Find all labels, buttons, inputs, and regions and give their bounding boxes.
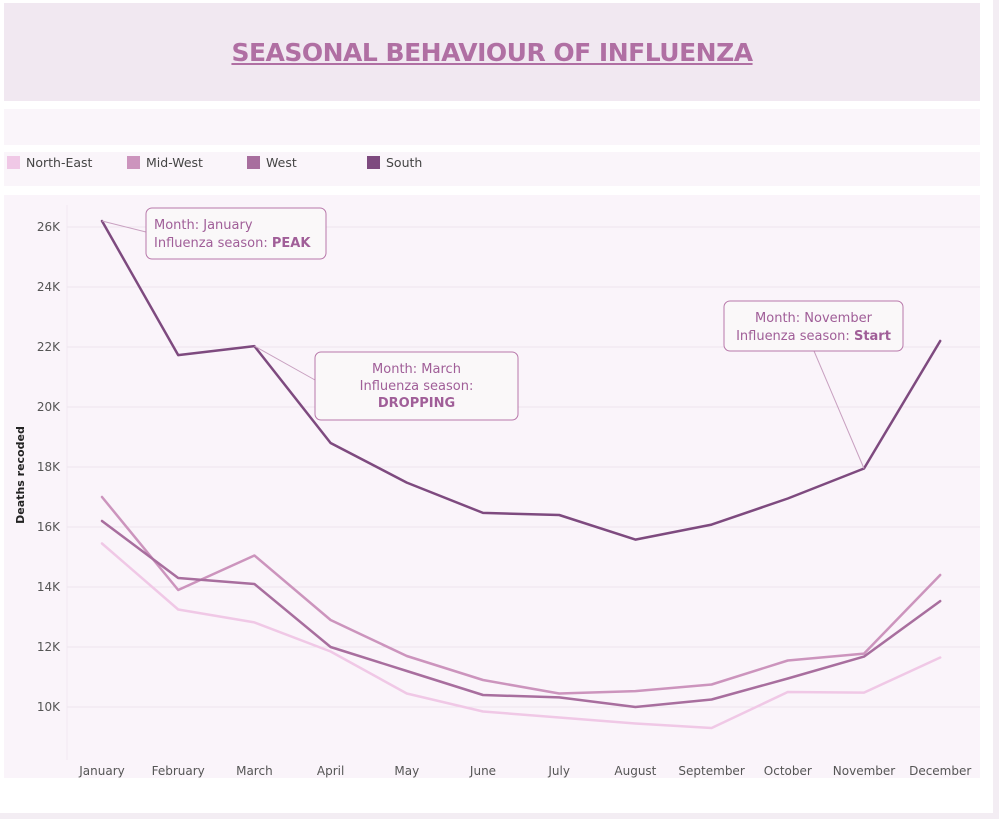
x-tick-label: November — [833, 764, 895, 778]
legend-item-mid-west[interactable]: Mid-West — [127, 152, 203, 172]
x-tick-label: January — [78, 764, 125, 778]
legend-swatch — [7, 155, 20, 169]
annotation-callout: Month: November Influenza season: Start — [723, 300, 904, 469]
annotation-box — [723, 300, 904, 352]
y-tick-label: 16K — [37, 520, 61, 534]
annotation-connector — [813, 350, 865, 469]
axes: 10K 12K 14K 16K 18K 20K 22K 24K 26K January Februa… — [14, 205, 971, 778]
y-tick-label: 24K — [37, 280, 61, 294]
annotation-line-1: Month: January — [154, 218, 253, 233]
y-tick-label: 14K — [37, 580, 61, 594]
y-tick-label: 10K — [37, 700, 61, 714]
y-tick-label: 20K — [37, 400, 61, 414]
legend-label: Mid-West — [146, 154, 203, 170]
x-tick-label: May — [394, 764, 419, 778]
legend-swatch — [127, 155, 140, 169]
x-tick-label: July — [547, 764, 570, 778]
legend-label: South — [386, 154, 423, 170]
x-tick-label: March — [236, 764, 273, 778]
title-bar: SEASONAL BEHAVIOUR OF INFLUENZA — [4, 3, 980, 101]
legend-label: West — [266, 154, 297, 170]
filter-bar — [4, 109, 980, 145]
series-line-north-east — [100, 542, 942, 730]
y-tick-label: 26K — [37, 220, 61, 234]
x-tick-label: September — [678, 764, 744, 778]
annotation-callout: Month: March Influenza season: DROPPING — [254, 345, 519, 421]
annotation-line-2: Influenza season: — [360, 379, 474, 394]
annotation-connector — [254, 345, 316, 381]
line-chart: 10K 12K 14K 16K 18K 20K 22K 24K 26K January Februa… — [14, 205, 980, 778]
series-line-south — [100, 219, 942, 541]
y-tick-label: 18K — [37, 460, 61, 474]
annotation-box — [145, 207, 327, 260]
gridlines — [67, 226, 980, 708]
series-line-west — [100, 519, 942, 709]
x-tick-label: June — [469, 764, 496, 778]
annotation-line-1: Month: March — [372, 362, 461, 377]
y-tick-label: 22K — [37, 340, 61, 354]
legend-item-west[interactable]: West — [247, 152, 297, 172]
legend-swatch — [367, 155, 380, 169]
y-axis-title: Deaths recoded — [14, 426, 27, 524]
y-tick-label: 12K — [37, 640, 61, 654]
chart-area: 10K 12K 14K 16K 18K 20K 22K 24K 26K January Februa… — [4, 195, 980, 778]
x-tick-label: October — [764, 764, 812, 778]
legend-swatch — [247, 155, 260, 169]
annotation-box — [314, 351, 519, 421]
x-tick-label: August — [614, 764, 656, 778]
legend-item-south[interactable]: South — [367, 152, 422, 172]
series-line-mid-west — [100, 495, 942, 695]
chart-title: SEASONAL BEHAVIOUR OF INFLUENZA — [231, 37, 753, 67]
annotation-line-2: Influenza season: PEAK — [154, 236, 311, 251]
x-tick-label: February — [152, 764, 205, 778]
x-tick-label: December — [909, 764, 971, 778]
annotation-line-2: Influenza season: Start — [736, 329, 891, 344]
legend-label: North-East — [26, 154, 93, 170]
legend: North-East Mid-West West South — [4, 152, 980, 186]
legend-item-north-east[interactable]: North-East — [7, 152, 92, 172]
series-lines — [100, 219, 942, 730]
annotation-line-3: DROPPING — [378, 396, 455, 411]
annotation-callout: Month: January Influenza season: PEAK — [101, 207, 327, 260]
x-tick-label: April — [317, 764, 344, 778]
annotation-connector — [101, 220, 147, 233]
annotation-line-1: Month: November — [755, 311, 873, 326]
